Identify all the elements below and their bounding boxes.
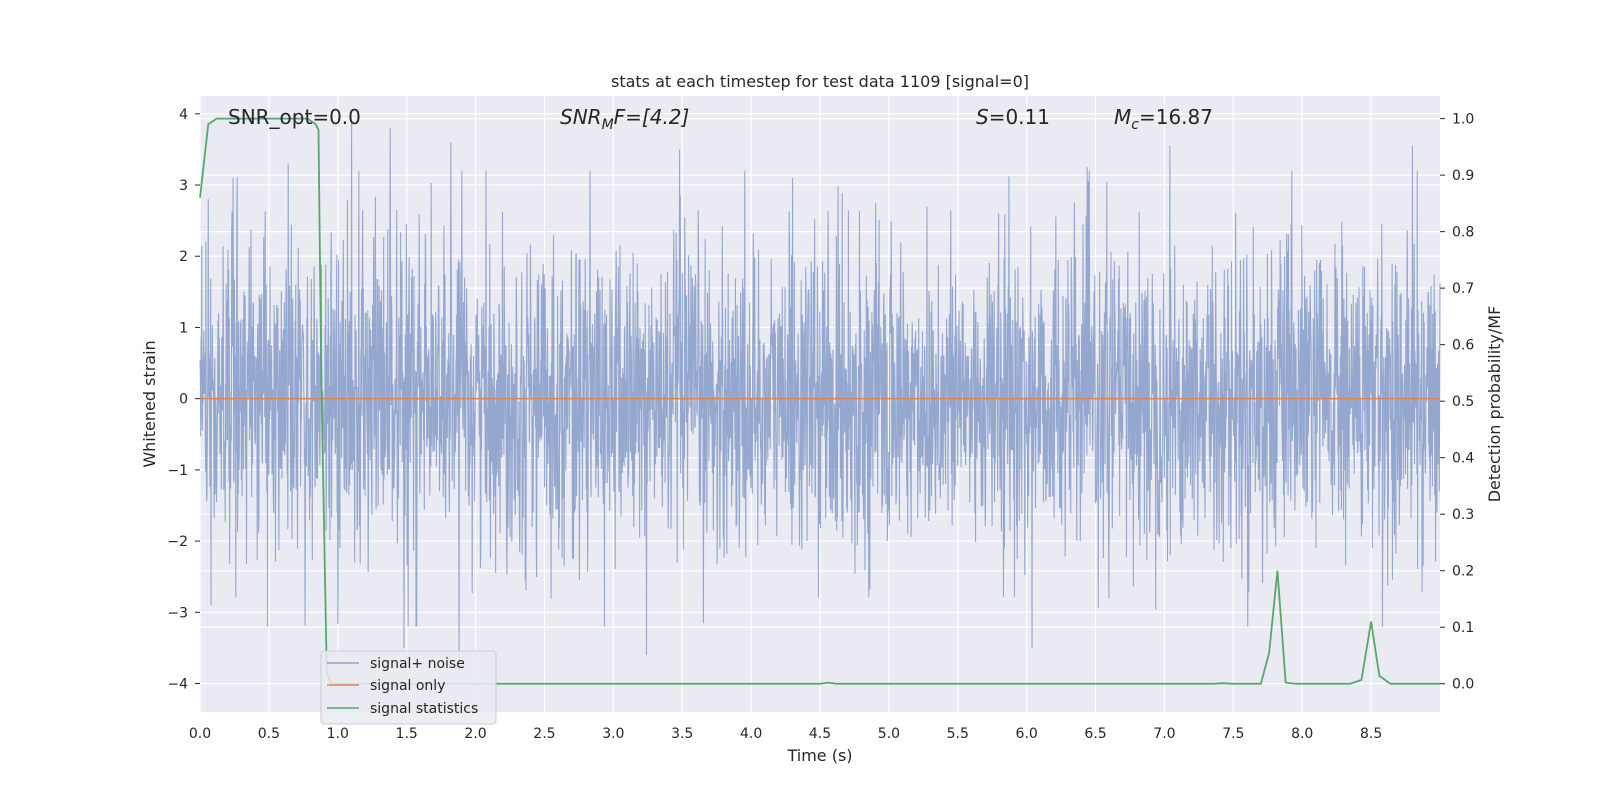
chart-title: stats at each timestep for test data 110… [611,72,1029,91]
annotation-s: S=0.11 [976,105,1050,129]
x-tick-label-5: 2.5 [533,726,555,742]
series-signal-statistics [199,117,1440,685]
annotation-mc: Mc=16.87 [1114,105,1213,133]
x-axis-label: Time (s) [786,746,852,765]
annotation-snr-mf-rest: F=[4.2] [614,105,690,129]
y-right-tick-label-9: 0.9 [1452,168,1474,184]
x-tick-label-4: 2.0 [464,726,486,742]
annotation-s-rest: =0.11 [989,105,1050,129]
x-tick-label-0: 0.0 [189,726,211,742]
annotation-mc-main: M [1114,105,1131,129]
y-right-tick-label-0: 0.0 [1452,677,1474,693]
y-tick-label-0: −4 [167,677,188,693]
x-tick-label-8: 4.0 [740,726,762,742]
y-right-tick-label-8: 0.8 [1452,225,1474,241]
x-tick-labels: 0.0 0.5 1.0 1.5 2.0 2.5 3.0 3.5 4.0 4.5 5.0 5.5 6.0 6… [189,726,1382,742]
x-tick-label-10: 5.0 [878,726,900,742]
legend-label-signal-noise: signal+ noise [370,656,465,672]
legend-label-signal-statistics: signal statistics [370,701,478,717]
annotation-s-main: S [976,105,989,129]
annotation-snr-mf-sub: M [602,117,614,133]
y-right-tick-label-4: 0.4 [1452,451,1474,467]
x-tick-label-2: 1.0 [327,726,349,742]
y-axis-label: Whitened strain [140,340,159,467]
y-right-tick-label-2: 0.2 [1452,564,1474,580]
annotation-mc-rest: =16.87 [1139,105,1213,129]
y-right-axis-label: Detection probability/MF [1485,306,1504,503]
x-tick-label-15: 7.5 [1222,726,1244,742]
y-tick-label-7: 3 [179,178,188,194]
y-right-tick-label-7: 0.7 [1452,281,1474,297]
series-signal-noise [199,120,1441,677]
legend-label-signal-only: signal only [370,678,445,694]
y-tick-label-3: −1 [167,463,188,479]
y-tick-label-4: 0 [179,392,188,408]
x-tick-label-7: 3.5 [671,726,693,742]
x-tick-label-17: 8.5 [1360,726,1382,742]
x-tick-label-16: 8.0 [1291,726,1313,742]
y-tick-label-1: −3 [167,605,188,621]
annotation-snr-mf-main: SNR [560,105,602,129]
x-tick-label-3: 1.5 [396,726,418,742]
y-tick-label-5: 1 [179,320,188,336]
y-right-tick-labels: 0.0 0.1 0.2 0.3 0.4 0.5 0.6 0.7 0.8 0.9 1.0 [1440,112,1474,693]
annotation-mc-sub: c [1131,117,1139,133]
y-right-tick-label-6: 0.6 [1452,338,1474,354]
y-tick-label-8: 4 [179,107,188,123]
y-tick-labels: −4 −3 −2 −1 0 1 2 3 4 [167,107,200,693]
x-tick-label-14: 7.0 [1153,726,1175,742]
x-tick-label-6: 3.0 [602,726,624,742]
x-tick-label-12: 6.0 [1016,726,1038,742]
x-tick-label-11: 5.5 [947,726,969,742]
legend-box [320,650,497,725]
y-right-tick-label-5: 0.5 [1452,394,1474,410]
signal-statistics-line [199,117,1440,685]
y-right-tick-label-10: 1.0 [1452,112,1474,128]
signal-noise-line [199,120,1441,677]
y-tick-label-2: −2 [167,534,188,550]
annotation-snr-opt: SNR_opt=0.0 [228,105,361,129]
x-tick-label-13: 6.5 [1084,726,1106,742]
x-tick-label-1: 0.5 [258,726,280,742]
x-tick-label-9: 4.5 [809,726,831,742]
y-tick-label-6: 2 [179,249,188,265]
legend: signal+ noise signal only signal statist… [320,650,497,725]
y-right-tick-label-1: 0.1 [1452,620,1474,636]
y-right-tick-label-3: 0.3 [1452,507,1474,523]
annotation-snr-mf: SNRMF=[4.2] [560,105,689,133]
